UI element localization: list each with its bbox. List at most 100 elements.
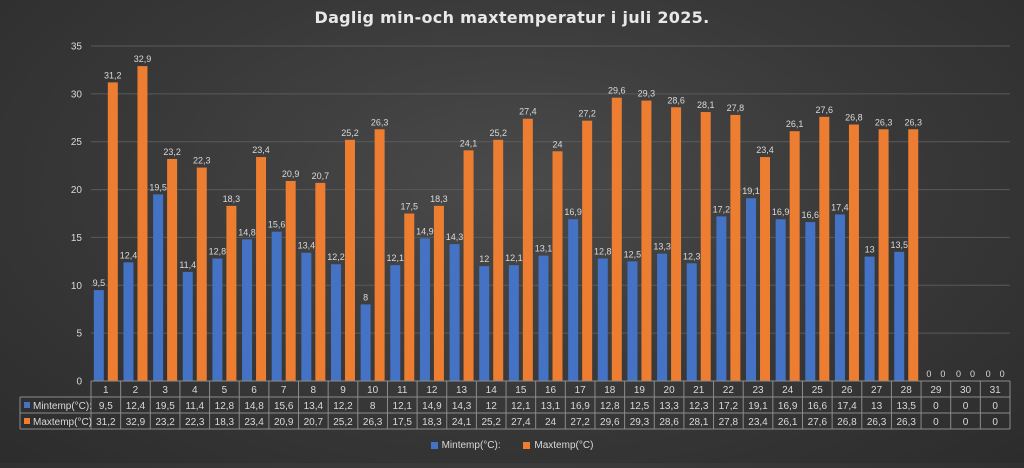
x-tick-label: 22 [723, 385, 735, 396]
x-tick-label: 23 [752, 385, 764, 396]
data-label-max: 31,2 [104, 70, 122, 80]
bar-max [552, 151, 563, 381]
chart-title: Daglig min-och maxtemperatur i juli 2025… [314, 8, 710, 27]
table-cell-max: 32,9 [126, 417, 146, 428]
bar-max [493, 139, 504, 381]
bar-max [819, 116, 830, 381]
table-cell-min: 16,9 [570, 401, 590, 412]
x-tick-label: 29 [930, 385, 942, 396]
table-cell-max: 20,9 [274, 417, 294, 428]
bar-min [864, 256, 875, 381]
bar-min [93, 290, 104, 381]
data-label-min: 9,5 [93, 278, 106, 288]
data-label-min: 8 [363, 292, 368, 302]
table-cell-min: 14,9 [422, 401, 442, 412]
table-cell-max: 18,3 [422, 417, 442, 428]
table-cell-min: 13,4 [304, 401, 324, 412]
data-label-max: 26,8 [845, 112, 863, 122]
bar-min [568, 219, 579, 381]
x-tick-label: 3 [162, 385, 168, 396]
table-cell-min: 0 [933, 401, 939, 412]
table-cell-max: 24 [545, 417, 557, 428]
data-label-max: 26,3 [904, 117, 922, 127]
table-cell-max: 26,3 [363, 417, 383, 428]
bar-min [597, 258, 608, 381]
bar-min [746, 198, 757, 381]
bar-max [285, 180, 296, 381]
data-label-min: 14,8 [238, 227, 256, 237]
bar-max [789, 131, 800, 381]
table-cell-max: 23,4 [748, 417, 768, 428]
y-tick-label: 30 [71, 89, 83, 100]
y-tick-label: 5 [76, 329, 82, 340]
x-tick-label: 9 [340, 385, 346, 396]
data-label-max: 18,3 [223, 194, 241, 204]
legend-item-min: Mintemp(°C): [430, 440, 501, 451]
legend-swatch-min [430, 442, 438, 449]
table-cell-min: 14,3 [452, 401, 472, 412]
bar-min [360, 304, 371, 381]
data-label-max: 24,1 [460, 138, 478, 148]
data-label-min: 12,4 [120, 250, 138, 260]
data-label-max: 26,3 [371, 117, 389, 127]
bar-min [153, 194, 164, 381]
bar-min [657, 253, 668, 381]
data-label-max: 26,1 [786, 119, 804, 129]
table-cell-min: 12,2 [333, 401, 353, 412]
bar-min [627, 261, 638, 381]
bar-min [242, 239, 253, 381]
data-label-min: 12,2 [327, 252, 345, 262]
data-label-max: 0 [1000, 369, 1005, 379]
table-cell-min: 11,4 [185, 401, 204, 412]
data-label-max: 25,2 [489, 128, 507, 138]
legend: Mintemp(°C): Maxtemp(°C) [0, 440, 1024, 452]
bar-min [508, 265, 519, 381]
data-label-max: 28,1 [697, 100, 715, 110]
table-cell-min: 16,6 [808, 401, 828, 412]
data-label-min: 0 [986, 369, 991, 379]
x-tick-label: 16 [545, 385, 557, 396]
table-cell-min: 13,3 [659, 401, 679, 412]
x-tick-label: 12 [426, 385, 438, 396]
x-tick-label: 2 [133, 385, 139, 396]
x-tick-label: 14 [486, 385, 498, 396]
table-cell-max: 28,6 [659, 417, 679, 428]
x-tick-label: 21 [693, 385, 705, 396]
table-cell-max: 27,6 [808, 417, 828, 428]
table-cell-max: 27,8 [719, 417, 739, 428]
x-tick-label: 25 [812, 385, 824, 396]
table-row-header-min: Mintemp(°C): [33, 401, 92, 412]
bar-max [137, 66, 148, 381]
data-label-min: 16,9 [564, 207, 582, 217]
x-tick-label: 20 [664, 385, 676, 396]
table-cell-max: 27,2 [570, 417, 590, 428]
y-tick-label: 10 [71, 281, 83, 292]
bar-min [479, 266, 490, 381]
data-label-max: 17,5 [401, 202, 419, 212]
bar-max [848, 124, 859, 381]
table-cell-min: 9,5 [99, 401, 113, 412]
data-label-max: 29,6 [608, 86, 626, 96]
y-tick-label: 35 [71, 42, 83, 53]
bar-min [834, 214, 845, 381]
table-cell-min: 13,1 [541, 401, 561, 412]
data-label-max: 23,4 [252, 145, 270, 155]
bar-max [730, 114, 741, 382]
data-label-max: 27,4 [519, 107, 537, 117]
table-cell-max: 26,8 [837, 417, 857, 428]
bar-min [123, 262, 134, 381]
table-cell-max: 25,2 [333, 417, 353, 428]
table-cell-max: 0 [933, 417, 939, 428]
table-cell-max: 26,3 [897, 417, 917, 428]
table-cell-min: 12,4 [126, 401, 146, 412]
data-label-max: 0 [940, 369, 945, 379]
bar-min [390, 265, 401, 381]
bar-max [700, 112, 711, 382]
y-tick-label: 0 [76, 377, 82, 388]
table-cell-max: 23,2 [155, 417, 175, 428]
data-label-max: 25,2 [341, 128, 359, 138]
data-label-max: 18,3 [430, 194, 448, 204]
bar-min [419, 238, 430, 381]
x-tick-label: 24 [782, 385, 794, 396]
x-tick-label: 19 [634, 385, 646, 396]
